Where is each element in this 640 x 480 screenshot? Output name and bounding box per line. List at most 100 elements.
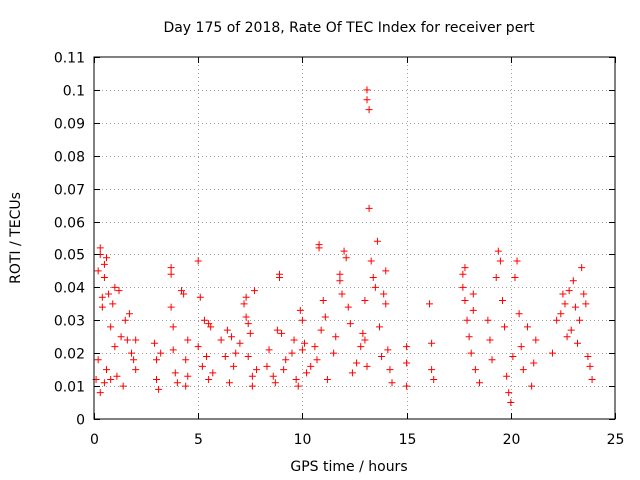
x-tick-labels: 0 5 10 15 20 25 [90,432,624,448]
data-point [459,283,467,291]
data-point [167,270,175,278]
data-point [382,300,390,308]
data-point [582,300,590,308]
data-point [403,382,411,390]
data-point [153,376,161,384]
data-point [580,290,588,298]
data-point [217,336,225,344]
data-point [488,356,496,364]
data-point [232,349,240,357]
data-point [180,290,188,298]
data-point [567,326,575,334]
data-point [463,316,471,324]
data-point [465,333,473,341]
data-point [565,287,573,295]
data-point [207,323,215,331]
data-point [459,270,467,278]
data-point [528,382,536,390]
data-point [461,297,469,305]
data-point [511,273,519,281]
data-point [205,376,213,384]
data-point [578,264,586,272]
data-point [121,316,129,324]
data-point [194,257,202,265]
data-point [338,290,346,298]
data-point [223,326,231,334]
data-point [503,372,511,380]
data-point [515,310,523,318]
data-point [323,376,331,384]
data-point [194,343,202,351]
data-point [523,323,531,331]
data-point [471,366,479,374]
data-point [209,369,217,377]
data-point [248,382,256,390]
data-point [182,356,190,364]
data-point [353,359,361,367]
data-point [553,316,561,324]
data-point [430,376,438,384]
data-point [519,366,527,374]
data-point [167,303,175,311]
data-point [225,379,233,387]
data-point [509,352,517,360]
data-point [123,336,131,344]
data-point [103,254,111,262]
y-tick-label: 0.08 [54,150,85,166]
data-point [403,359,411,367]
y-tick-label: 0.05 [54,248,85,264]
data-point [365,106,373,114]
data-point [507,399,515,407]
data-point [484,316,492,324]
data-point [469,290,477,298]
data-point [382,267,390,275]
data-point [530,359,538,367]
data-point [132,366,140,374]
data-point [107,323,115,331]
data-point [505,389,513,397]
data-point [125,310,133,318]
data-point [173,379,181,387]
data-point [363,96,371,104]
data-point [117,333,125,341]
y-tick-label: 0.11 [54,51,85,67]
x-tick-label: 25 [607,432,625,448]
data-point [371,283,379,291]
y-tick-label: 0.07 [54,183,85,199]
data-point [307,362,315,370]
data-point [115,287,123,295]
data-point [182,382,190,390]
y-tick-label: 0.09 [54,117,85,133]
axis-ticks [94,57,616,420]
data-point [236,339,244,347]
data-point [403,343,411,351]
data-point [198,362,206,370]
data-point [111,343,119,351]
data-point [428,339,436,347]
data-point [155,385,163,393]
data-point [336,270,344,278]
data-point [240,300,248,308]
data-point [275,273,283,281]
data-point [342,254,350,262]
data-point [98,293,106,301]
data-point [496,257,504,265]
data-point [196,293,204,301]
data-point [167,264,175,272]
data-point [294,382,302,390]
data-point [388,379,396,387]
y-tick-label: 0.03 [54,314,85,330]
data-point [184,372,192,380]
data-point [113,372,121,380]
data-point [376,323,384,331]
data-point [200,316,208,324]
data-point [426,300,434,308]
data-point [265,346,273,354]
data-point [100,379,108,387]
data-point [476,379,484,387]
y-tick-label: 0.02 [54,347,85,363]
data-point [311,343,319,351]
data-point [569,277,577,285]
data-point [169,323,177,331]
data-point [584,352,592,360]
